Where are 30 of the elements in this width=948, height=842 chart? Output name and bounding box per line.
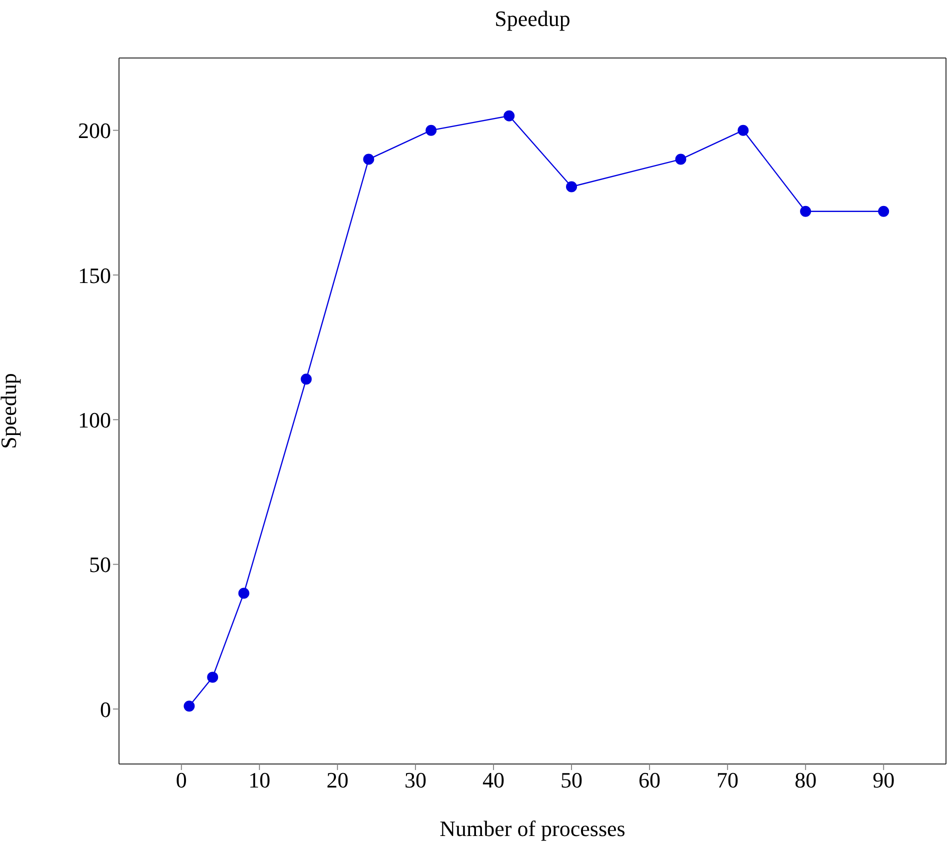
chart-title: Speedup (494, 6, 572, 32)
point (363, 154, 374, 165)
y-tick-label: 200 (78, 118, 111, 144)
point (300, 374, 312, 385)
x-tick-label: 90 (872, 768, 895, 793)
y-tick-label: 100 (78, 407, 111, 432)
x-tick-label: 70 (716, 768, 739, 793)
y-tick-label: 0 (100, 696, 111, 722)
y-axis-title: Speedup (0, 373, 21, 449)
point (504, 110, 515, 122)
x-tick-label: 40 (482, 768, 504, 793)
x-tick-label: 0 (176, 768, 187, 793)
point (566, 181, 578, 192)
x-tick-label: 50 (560, 768, 583, 793)
x-tick-label: 30 (404, 768, 426, 793)
point (800, 206, 812, 217)
point (238, 588, 250, 599)
point (878, 206, 890, 217)
point (184, 700, 195, 712)
x-axis-title: Number of processes (440, 816, 626, 841)
point (426, 124, 437, 136)
point (738, 124, 749, 136)
y-tick-label: 50 (89, 552, 111, 578)
y-tick-label: 150 (78, 262, 111, 288)
x-tick-label: 80 (794, 768, 817, 793)
x-tick-label: 20 (326, 768, 348, 793)
x-tick-label: 10 (248, 768, 270, 793)
point (207, 672, 218, 683)
point (675, 154, 686, 165)
x-tick-label: 60 (638, 768, 661, 793)
